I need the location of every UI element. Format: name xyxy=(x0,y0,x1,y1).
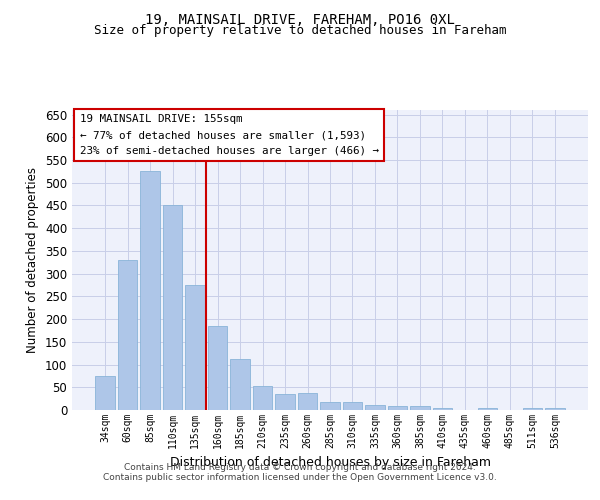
Bar xyxy=(320,402,340,410)
Bar xyxy=(230,358,250,410)
Bar xyxy=(433,408,452,410)
Text: Size of property relative to detached houses in Fareham: Size of property relative to detached ho… xyxy=(94,24,506,37)
Bar xyxy=(478,408,497,410)
Text: Contains public sector information licensed under the Open Government Licence v3: Contains public sector information licen… xyxy=(103,474,497,482)
Bar xyxy=(545,408,565,410)
Bar xyxy=(163,206,182,410)
Bar xyxy=(208,326,227,410)
Bar xyxy=(118,260,137,410)
Text: Contains HM Land Registry data © Crown copyright and database right 2024.: Contains HM Land Registry data © Crown c… xyxy=(124,464,476,472)
Bar xyxy=(388,406,407,410)
Bar xyxy=(185,285,205,410)
Bar xyxy=(275,394,295,410)
X-axis label: Distribution of detached houses by size in Fareham: Distribution of detached houses by size … xyxy=(170,456,491,469)
Text: 19 MAINSAIL DRIVE: 155sqm
← 77% of detached houses are smaller (1,593)
23% of se: 19 MAINSAIL DRIVE: 155sqm ← 77% of detac… xyxy=(80,114,379,156)
Bar xyxy=(343,402,362,410)
Text: 19, MAINSAIL DRIVE, FAREHAM, PO16 0XL: 19, MAINSAIL DRIVE, FAREHAM, PO16 0XL xyxy=(145,12,455,26)
Bar xyxy=(365,404,385,410)
Bar xyxy=(140,172,160,410)
Bar xyxy=(298,393,317,410)
Y-axis label: Number of detached properties: Number of detached properties xyxy=(26,167,40,353)
Bar xyxy=(95,376,115,410)
Bar xyxy=(253,386,272,410)
Bar xyxy=(410,406,430,410)
Bar xyxy=(523,408,542,410)
